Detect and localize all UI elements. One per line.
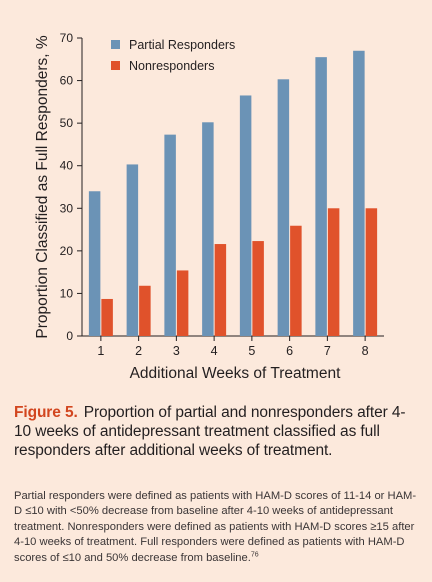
x-tick-label: 2 (135, 344, 142, 358)
x-axis-title: Additional Weeks of Treatment (130, 365, 341, 382)
y-tick-label: 70 (60, 31, 74, 45)
partial-responders-bar (126, 164, 139, 336)
partial-responders-bar (202, 122, 214, 336)
x-tick-label: 8 (362, 344, 369, 358)
partial-responders-legend-swatch (111, 40, 120, 49)
partial-responders-bar (277, 79, 290, 337)
nonresponders-bar (365, 208, 378, 336)
x-tick-label: 4 (211, 344, 218, 358)
partial-responders-bar (88, 191, 101, 336)
footnote-text: Partial responders were defined as patie… (14, 490, 417, 564)
partial-responders-bar (164, 134, 176, 336)
nonresponders-bar (176, 270, 189, 336)
partial-responders-bar (315, 57, 327, 337)
footnote-reference: 76 (250, 550, 259, 558)
partial-responders-legend-label: Partial Responders (129, 38, 235, 52)
partial-responders-bar (353, 50, 365, 337)
y-tick-label: 20 (60, 244, 74, 258)
caption-text: Proportion of partial and nonresponders … (14, 404, 406, 459)
y-tick-label: 30 (60, 201, 74, 215)
bar-chart: 0 10 20 30 40 50 60 70 1 2 3 4 5 6 7 8 Additional Weeks … (34, 31, 384, 382)
x-tick-label: 6 (286, 344, 293, 358)
x-tick-label: 7 (324, 344, 331, 358)
figure-label: Figure 5. (14, 404, 78, 421)
y-tick-label: 0 (66, 329, 73, 343)
y-tick-label: 60 (60, 74, 74, 88)
x-tick-label: 3 (173, 344, 180, 358)
nonresponders-bar (214, 244, 227, 336)
nonresponders-bar (139, 285, 151, 336)
nonresponders-legend-label: Nonresponders (129, 59, 214, 73)
y-tick-label: 10 (60, 286, 74, 300)
partial-responders-bar (239, 95, 252, 336)
y-tick-label: 40 (60, 159, 74, 173)
x-tick-label: 1 (97, 344, 104, 358)
chart-container: 0 10 20 30 40 50 60 70 1 2 3 4 5 6 7 8 Additional Weeks … (34, 31, 384, 382)
figure-footnote: Partial responders were defined as patie… (14, 489, 420, 566)
nonresponders-legend-swatch (111, 61, 120, 70)
figure-caption: Figure 5. Proportion of partial and nonre… (14, 403, 418, 460)
nonresponders-bar (101, 298, 113, 336)
nonresponders-bar (290, 225, 302, 336)
y-axis-title: Proportion Classified as Full Responders… (34, 35, 51, 338)
nonresponders-bar (252, 241, 264, 336)
y-tick-label: 50 (60, 116, 74, 130)
nonresponders-bar (327, 208, 340, 336)
x-tick-label: 5 (248, 344, 255, 358)
